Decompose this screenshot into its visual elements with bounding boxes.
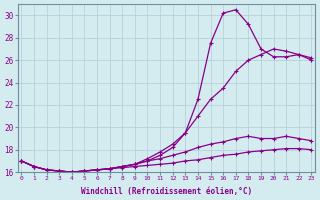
X-axis label: Windchill (Refroidissement éolien,°C): Windchill (Refroidissement éolien,°C) (81, 187, 252, 196)
